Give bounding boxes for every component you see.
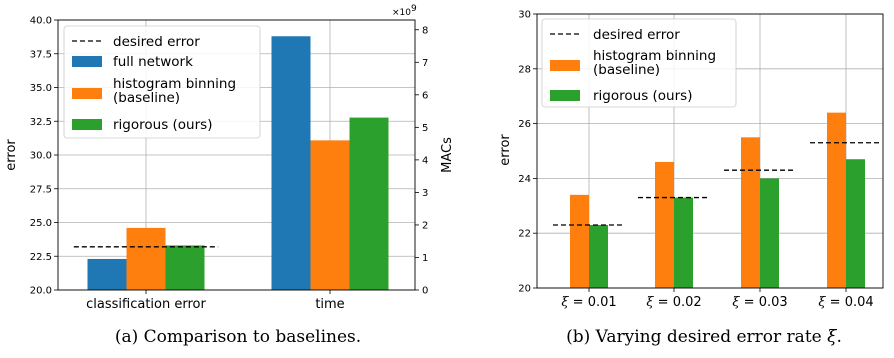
y-tick-label-b: 20 (518, 284, 531, 295)
y-tick-label-a: 20.0 (30, 286, 52, 297)
bar-b-0-1 (655, 161, 674, 288)
y-tick-label-b: 24 (518, 174, 531, 185)
legend-swatch-histogram-b (550, 60, 580, 71)
y2-axis-label-a: MACs (440, 137, 455, 173)
bar-macs-2 (349, 117, 389, 290)
y2-ticks-a: 0 1 2 3 4 5 6 7 8 (415, 25, 428, 297)
bar-b-0-2 (741, 137, 760, 288)
bar-b-1-2 (760, 178, 779, 288)
bars-b (570, 112, 865, 288)
bar-b-0-0 (570, 194, 589, 288)
x-ticks-b: ξ = 0.01 ξ = 0.02 ξ = 0.03 ξ = 0.04 (561, 288, 874, 310)
legend-desired-label-a: desired error (113, 34, 200, 50)
y-axis-label-a: error (4, 139, 19, 171)
y-ticks-b: 20 22 24 26 28 30 (518, 10, 537, 295)
x-tick-label-b: ξ = 0.01 (561, 295, 616, 310)
bar-macs-0 (271, 36, 311, 290)
desired-error-lines-b (553, 142, 882, 226)
legend-desired-label-b: desired error (593, 27, 680, 43)
legend-swatch-rigorous-a (72, 119, 102, 130)
y2-tick-label-a: 1 (422, 253, 428, 264)
axes-frame-b (536, 13, 884, 289)
x-tick-label-b: ξ = 0.04 (818, 295, 873, 310)
y-tick-label-a: 22.5 (30, 252, 52, 263)
y-tick-label-a: 30.0 (30, 151, 52, 162)
x-tick-label-a: classification error (86, 297, 206, 312)
caption-b: (b) Varying desired error rate ξ. (566, 327, 842, 347)
bar-error-1 (126, 227, 166, 290)
legend-swatch-histogram-a (72, 88, 102, 99)
y2-exponent-a: ×109 (392, 4, 417, 18)
y-tick-label-a: 32.5 (30, 117, 52, 128)
caption-a: (a) Comparison to baselines. (115, 327, 361, 347)
legend-box-a (63, 25, 261, 139)
legend-box-b (541, 18, 737, 108)
y2-tick-label-a: 2 (422, 220, 428, 231)
legend-label-full-network: full network (113, 54, 193, 70)
x-ticks-a: classification error time (86, 290, 345, 312)
y-tick-label-a: 37.5 (30, 49, 52, 60)
bar-error-2 (165, 245, 205, 290)
legend-label-histogram-a: histogram binning (113, 76, 236, 92)
bars-a (87, 36, 389, 290)
y2-tick-label-a: 7 (422, 58, 428, 69)
legend-label-histogram-a-line2: (baseline) (113, 90, 180, 106)
legend-swatch-rigorous-b (550, 90, 580, 101)
chart-a: 20.0 22.5 25.0 27.5 30.0 32.5 35.0 37.5 40.0 0 1 2… (4, 4, 455, 347)
y-tick-label-b: 22 (518, 229, 531, 240)
legend-label-histogram-b: histogram binning (593, 48, 716, 64)
y2-tick-label-a: 3 (422, 188, 428, 199)
y-axis-label-b: error (498, 134, 513, 166)
bar-b-1-0 (589, 224, 608, 288)
legend-label-rigorous-b: rigorous (ours) (593, 88, 692, 104)
y2-tick-label-a: 0 (422, 286, 428, 297)
y2-tick-label-a: 8 (422, 25, 428, 36)
y-ticks-a: 20.0 22.5 25.0 27.5 30.0 32.5 35.0 37.5 40.0 (30, 16, 58, 297)
y-tick-label-b: 26 (518, 119, 531, 130)
x-tick-label-b: ξ = 0.03 (732, 295, 787, 310)
legend-label-histogram-b-line2: (baseline) (593, 62, 660, 78)
y-tick-label-a: 25.0 (30, 218, 52, 229)
bar-b-1-3 (846, 159, 865, 288)
legend-a: desired error full network histogram bin… (63, 25, 261, 139)
y2-tick-label-a: 5 (422, 123, 428, 134)
y-tick-label-a: 27.5 (30, 184, 52, 195)
bar-b-0-3 (827, 112, 846, 288)
bar-macs-1 (310, 140, 350, 290)
y2-tick-label-a: 4 (422, 155, 428, 166)
y-tick-label-a: 35.0 (30, 83, 52, 94)
legend-b: desired error histogram binning (baselin… (541, 18, 737, 108)
legend-swatch-full-network (72, 56, 102, 67)
y-tick-label-b: 30 (518, 10, 531, 21)
y2-tick-label-a: 6 (422, 90, 428, 101)
x-tick-label-a: time (315, 297, 344, 312)
bar-error-0 (87, 258, 127, 290)
legend-label-rigorous-a: rigorous (ours) (113, 117, 212, 133)
y-tick-label-a: 40.0 (30, 16, 52, 27)
x-tick-label-b: ξ = 0.02 (646, 295, 701, 310)
bar-b-1-1 (674, 197, 693, 288)
y-tick-label-b: 28 (518, 64, 531, 75)
